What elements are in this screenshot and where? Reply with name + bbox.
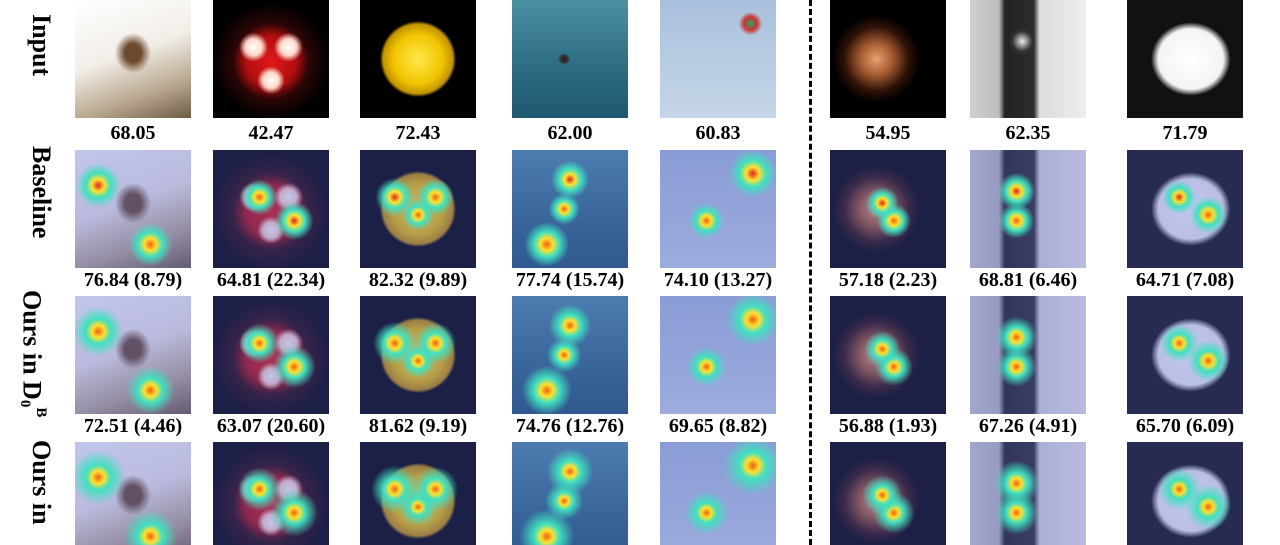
row-label-sub: 0	[17, 399, 34, 408]
heatmap-image	[360, 150, 476, 268]
score-label: 67.26 (4.91)	[978, 415, 1078, 437]
heatmap-image	[830, 150, 946, 268]
heatmap-image	[1127, 442, 1243, 545]
input-image	[75, 0, 191, 118]
score-label: 82.32 (9.89)	[368, 269, 468, 291]
heatmap-image	[213, 150, 329, 268]
heatmap-image	[970, 442, 1086, 545]
score-label: 77.74 (15.74)	[515, 269, 625, 291]
score-label: 76.84 (8.79)	[83, 269, 183, 291]
row-label-text: Baseline	[27, 146, 56, 239]
input-image	[360, 0, 476, 118]
heatmap-image	[660, 150, 776, 268]
score-label: 71.79	[1162, 122, 1208, 144]
score-label: 62.00	[547, 122, 593, 144]
row-label: Ours in D0B	[17, 290, 58, 418]
heatmap-image	[970, 296, 1086, 414]
heatmap-image	[1127, 296, 1243, 414]
input-image	[830, 0, 946, 118]
heatmap-image	[1127, 150, 1243, 268]
heatmap-image	[830, 296, 946, 414]
score-label: 64.71 (7.08)	[1135, 269, 1235, 291]
score-label: 57.18 (2.23)	[838, 269, 938, 291]
heatmap-image	[360, 442, 476, 545]
heatmap-image	[213, 296, 329, 414]
score-label: 72.43	[395, 122, 441, 144]
heatmap-image	[75, 296, 191, 414]
row-label: Input	[24, 14, 58, 76]
row-label-text: Ours in D	[17, 290, 47, 400]
heatmap-image	[970, 150, 1086, 268]
heatmap-image	[830, 442, 946, 545]
score-label: 54.95	[865, 122, 911, 144]
score-label: 64.81 (22.34)	[216, 269, 326, 291]
heatmap-image	[75, 442, 191, 545]
heatmap-image	[512, 296, 628, 414]
input-image	[1127, 0, 1243, 118]
score-label: 74.76 (12.76)	[515, 415, 625, 437]
score-label: 60.83	[695, 122, 741, 144]
heatmap-image	[660, 296, 776, 414]
row-label-sup: B	[33, 407, 49, 418]
heatmap-image	[512, 442, 628, 545]
score-label: 42.47	[248, 122, 294, 144]
score-label: 62.35	[1005, 122, 1051, 144]
score-label: 65.70 (6.09)	[1135, 415, 1235, 437]
input-image	[213, 0, 329, 118]
score-label: 81.62 (9.19)	[368, 415, 468, 437]
row-label: Baseline	[24, 146, 58, 238]
heatmap-image	[660, 442, 776, 545]
input-image	[512, 0, 628, 118]
heatmap-image	[512, 150, 628, 268]
score-label: 56.88 (1.93)	[838, 415, 938, 437]
row-label-text: Ours in	[27, 440, 56, 525]
heatmap-image	[75, 150, 191, 268]
score-label: 63.07 (20.60)	[216, 415, 326, 437]
heatmap-image	[360, 296, 476, 414]
row-label-text: Input	[27, 14, 56, 77]
score-label: 68.05	[110, 122, 156, 144]
input-image	[660, 0, 776, 118]
row-label: Ours in	[24, 440, 58, 525]
score-label: 74.10 (13.27)	[663, 269, 773, 291]
score-label: 69.65 (8.82)	[668, 415, 768, 437]
score-label: 68.81 (6.46)	[978, 269, 1078, 291]
input-image	[970, 0, 1086, 118]
score-label: 72.51 (4.46)	[83, 415, 183, 437]
dashed-divider	[809, 0, 812, 545]
heatmap-image	[213, 442, 329, 545]
